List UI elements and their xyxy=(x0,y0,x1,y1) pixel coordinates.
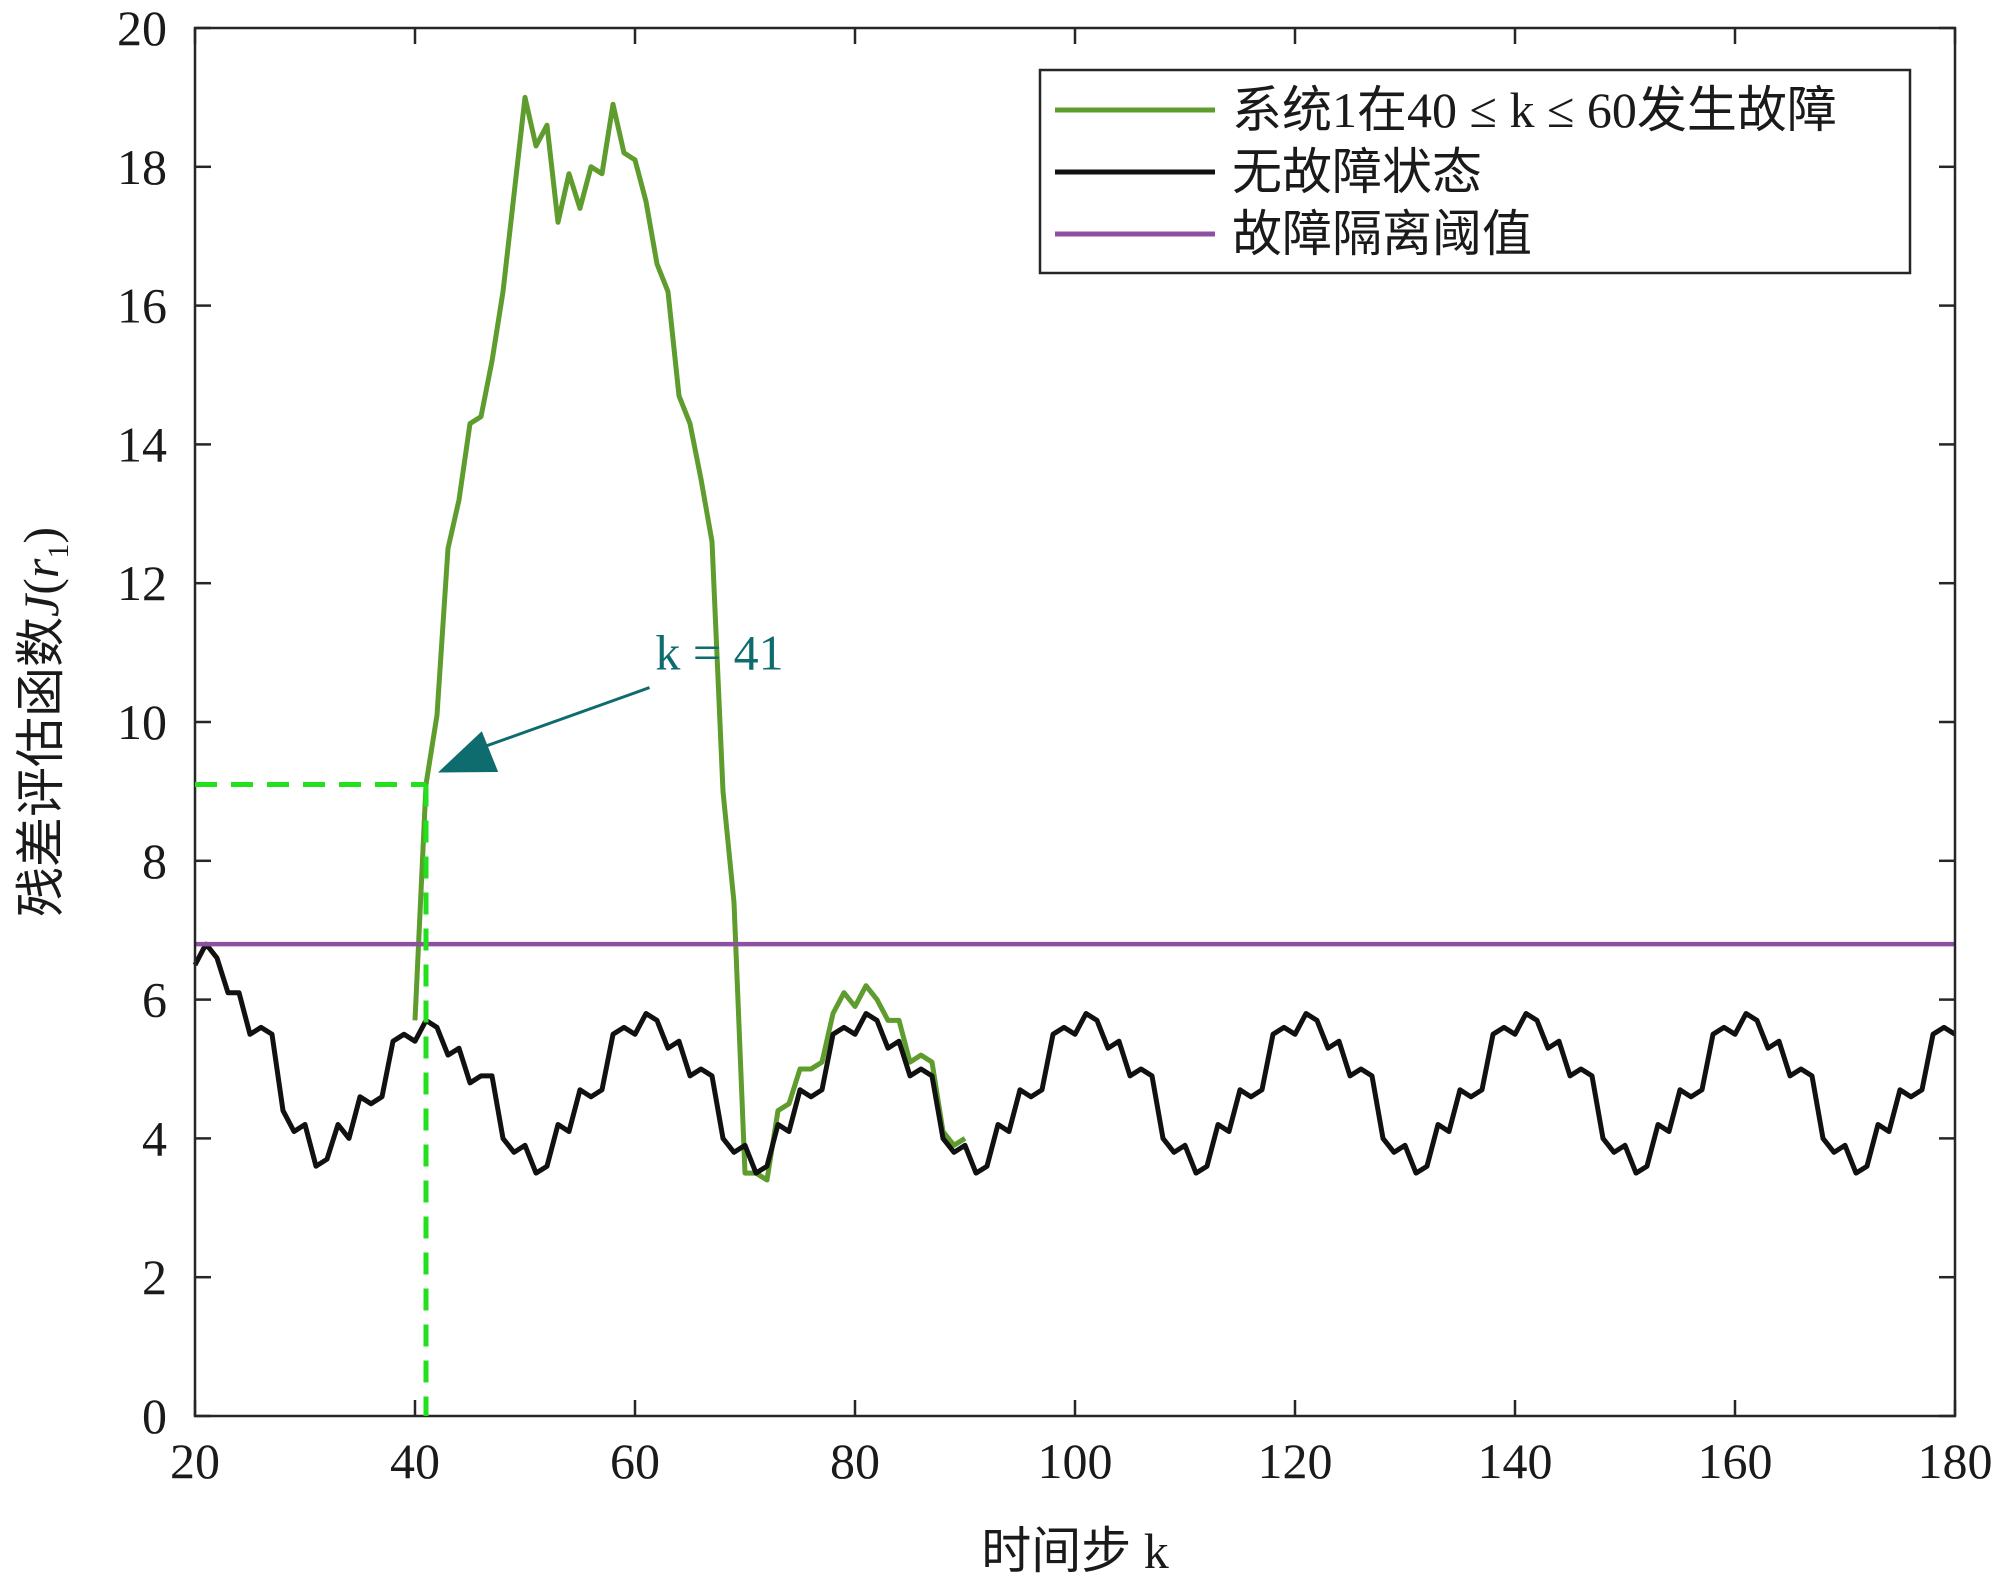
x-tick-label: 80 xyxy=(830,1433,880,1489)
y-tick-label: 18 xyxy=(117,139,167,195)
y-tick-label: 8 xyxy=(142,833,167,889)
y-axis-label: 残差评估函数J(r1) xyxy=(13,527,75,917)
x-tick-label: 140 xyxy=(1478,1433,1553,1489)
legend-item-no-fault-label: 无故障状态 xyxy=(1232,144,1482,200)
axis-ticks: 20 40 60 80 100 120 140 160 180 0 2 4 6 8 10 12 14 16 18 20 xyxy=(117,0,1993,1489)
x-tick-label: 100 xyxy=(1038,1433,1113,1489)
legend-item-threshold-label: 故障隔离阈值 xyxy=(1232,206,1532,262)
y-tick-label: 14 xyxy=(117,416,167,472)
series-line-fault xyxy=(412,94,967,1183)
annotation-arrow-shaft xyxy=(467,686,651,754)
y-axis-label-r: r xyxy=(13,558,69,578)
x-tick-label: 120 xyxy=(1258,1433,1333,1489)
x-tick-label: 160 xyxy=(1698,1433,1773,1489)
y-tick-label: 12 xyxy=(117,555,167,611)
y-axis-label-open-paren: ( xyxy=(13,578,69,595)
y-tick-label: 6 xyxy=(142,972,167,1028)
x-tick-label: 20 xyxy=(170,1433,220,1489)
x-tick-label: 60 xyxy=(610,1433,660,1489)
series-line-no-fault xyxy=(192,941,1957,1176)
x-tick-label: 180 xyxy=(1918,1433,1993,1489)
y-tick-label: 4 xyxy=(142,1110,167,1166)
y-tick-label: 2 xyxy=(142,1249,167,1305)
axes-box xyxy=(193,26,1957,1418)
annotation-label: k = 41 xyxy=(655,625,783,681)
legend-item-fault-label: 系统1在40 ≤ k ≤ 60发生故障 xyxy=(1232,82,1837,138)
x-tick-label: 40 xyxy=(390,1433,440,1489)
plot-area xyxy=(192,94,1957,1183)
y-tick-label: 0 xyxy=(142,1388,167,1444)
y-axis-label-close-paren: ) xyxy=(13,527,69,544)
y-axis-label-subscript: 1 xyxy=(42,544,75,559)
y-tick-label: 16 xyxy=(117,278,167,334)
annotation-arrow-head xyxy=(438,731,499,773)
y-axis-label-j: J xyxy=(13,592,69,617)
y-tick-label: 10 xyxy=(117,694,167,750)
y-tick-label: 20 xyxy=(117,0,167,56)
x-axis-label: 时间步 k xyxy=(981,1523,1169,1579)
y-axis-label-main: 残差评估函数 xyxy=(13,617,69,917)
annotation: k = 41 xyxy=(195,625,784,1416)
